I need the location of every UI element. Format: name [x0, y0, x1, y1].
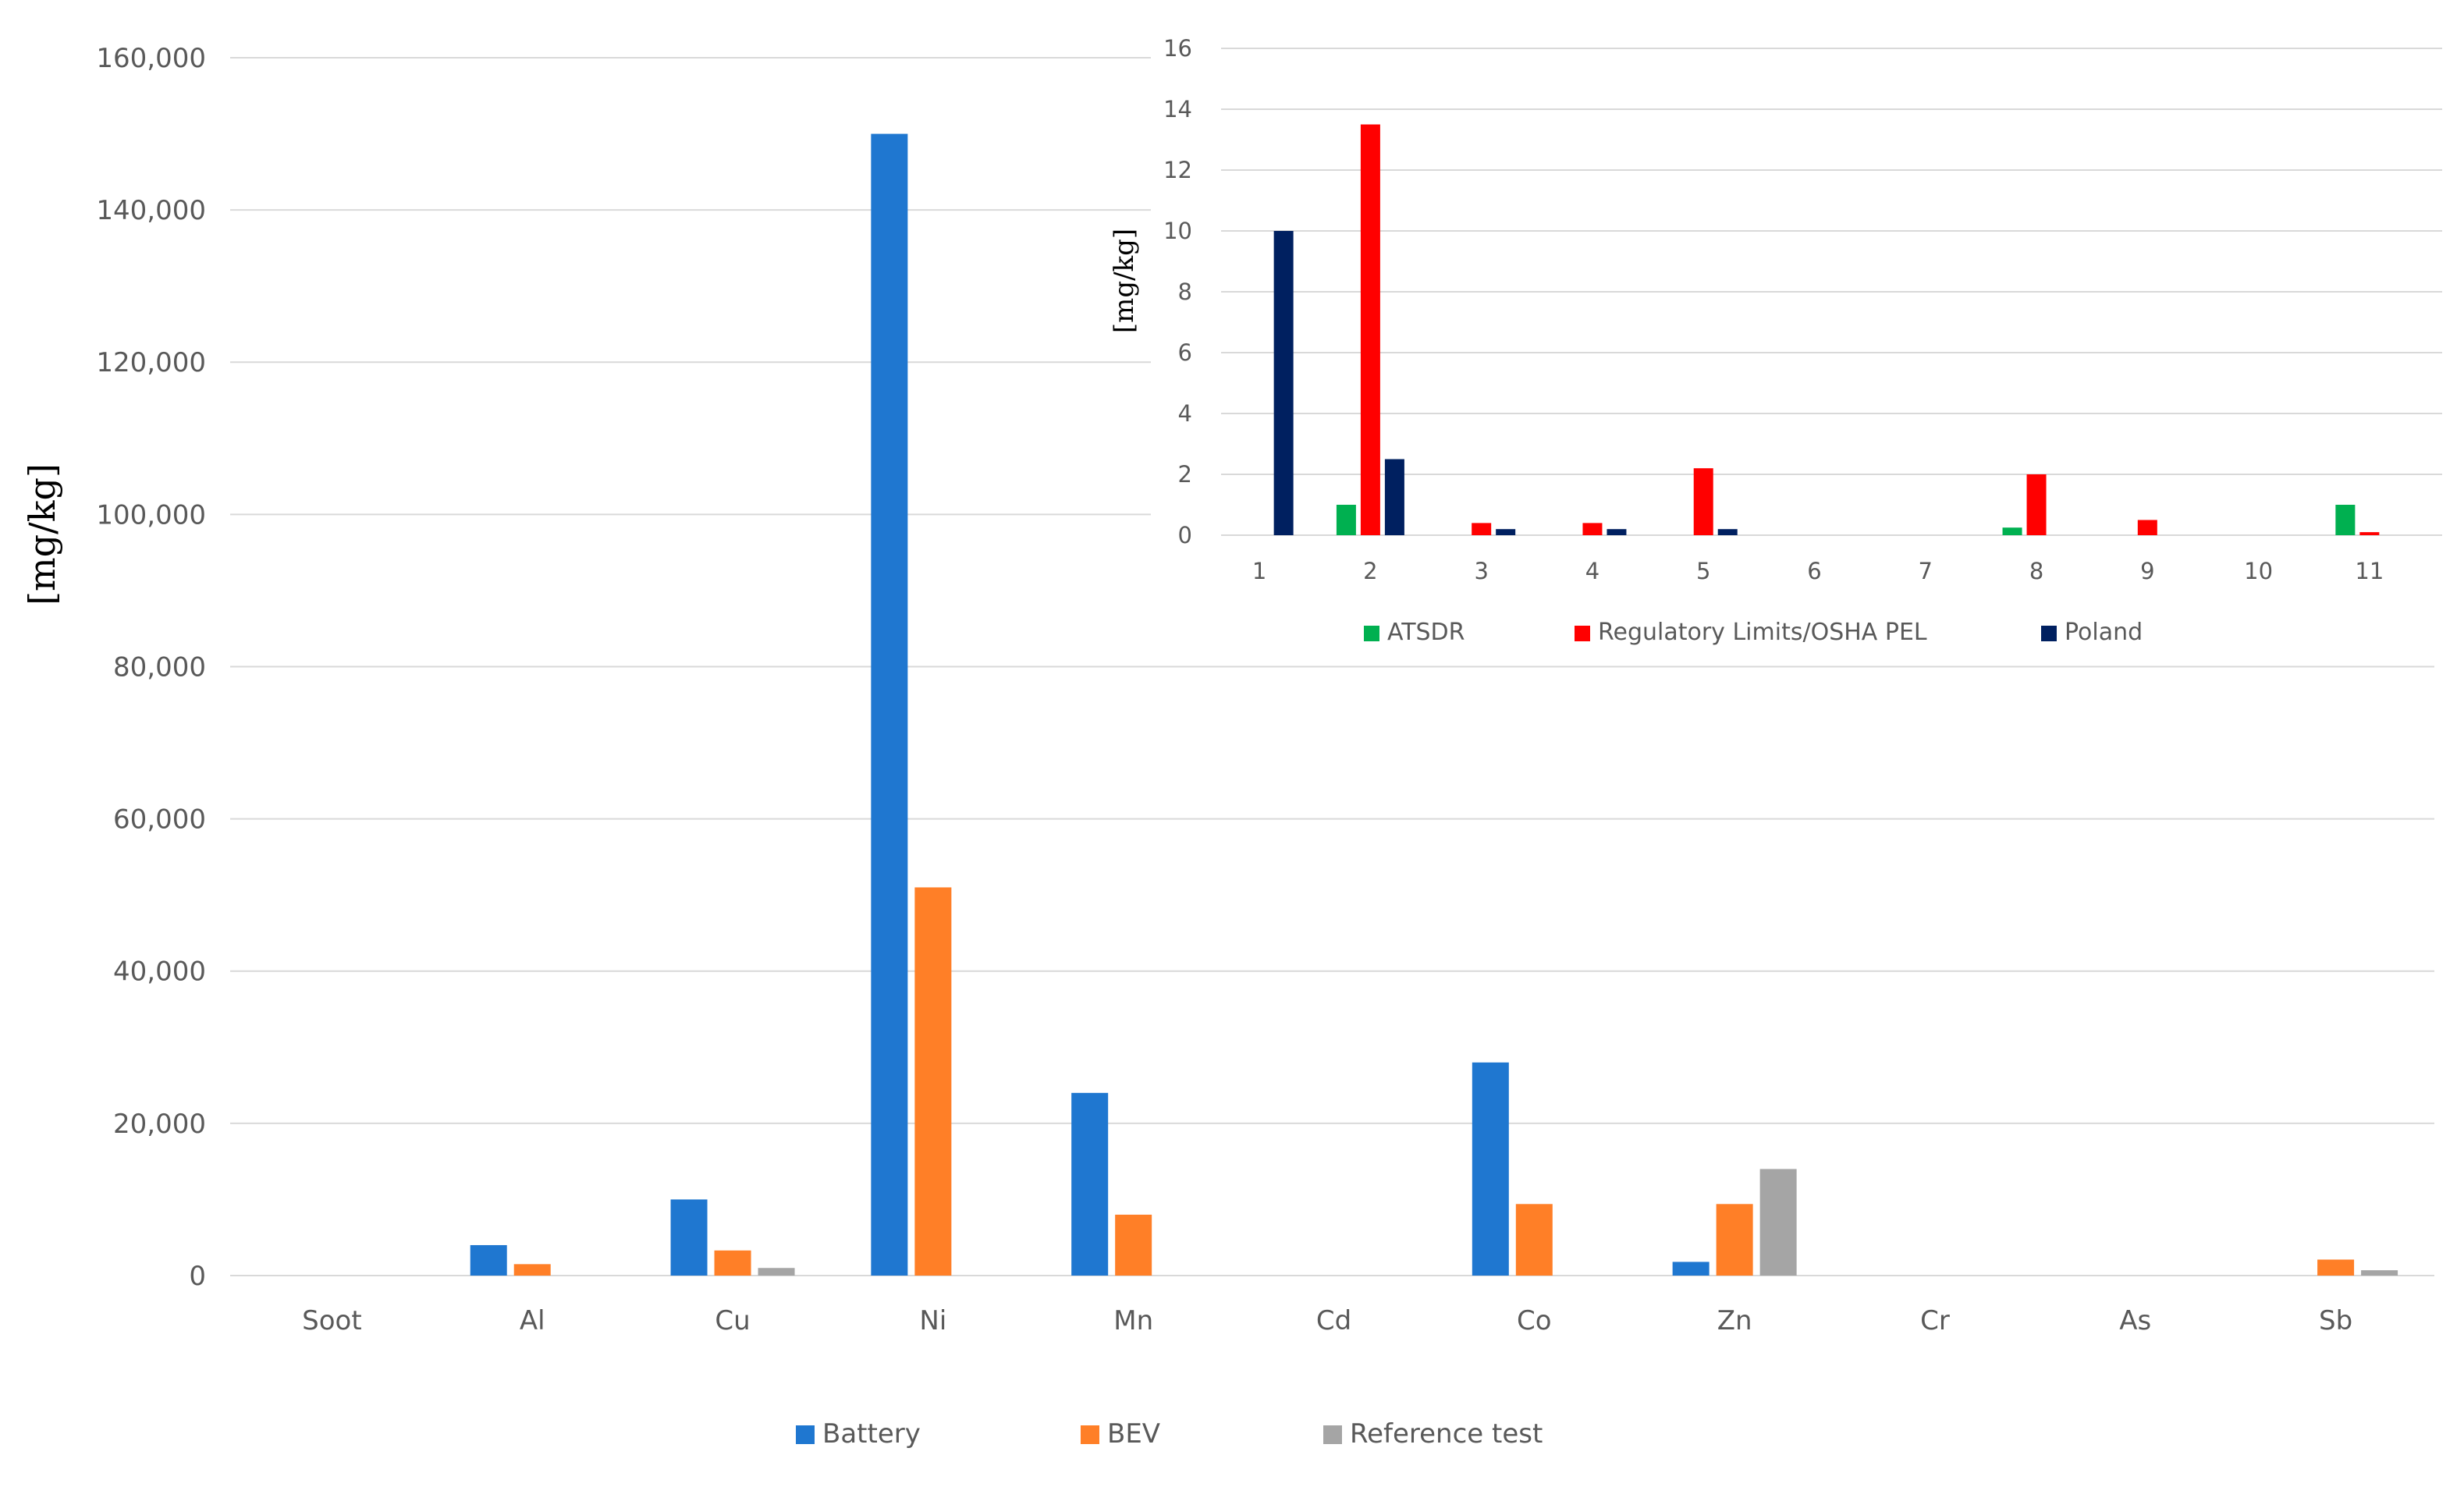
inset-x-tick-labels: 1 2 3 4 5 6 7 8 9 10 11 — [1252, 558, 2384, 584]
main-bar-battery — [470, 1244, 507, 1276]
main-x-tick-label: Ni — [919, 1305, 946, 1336]
inset-y-tick-label: 12 — [1163, 157, 1192, 183]
main-x-tick-label: Co — [1517, 1305, 1552, 1336]
inset-bar-poland — [1717, 529, 1738, 535]
main-y-tick-label: 120,000 — [96, 347, 206, 378]
inset-bars — [1273, 124, 2380, 535]
inset-y-axis-label: [mg/kg] — [1109, 229, 1140, 333]
inset-x-tick-label: 11 — [2355, 558, 2384, 584]
inset-y-tick-label: 8 — [1178, 279, 1192, 305]
main-bar-battery — [1472, 1062, 1509, 1276]
main-bar-battery — [670, 1199, 708, 1276]
inset-y-tick-label: 6 — [1178, 339, 1192, 366]
inset-x-tick-label: 3 — [1474, 558, 1488, 584]
main-bar-reference-test — [2361, 1270, 2398, 1276]
main-bars — [470, 133, 2398, 1276]
main-y-tick-label: 100,000 — [96, 499, 206, 531]
main-y-axis-label: [mg/kg] — [21, 463, 63, 605]
main-bar-reference-test — [758, 1268, 795, 1276]
main-y-tick-label: 140,000 — [96, 195, 206, 226]
main-x-tick-label: As — [2119, 1305, 2151, 1336]
inset-x-tick-label: 6 — [1807, 558, 1821, 584]
inset-legend-swatch — [2041, 626, 2057, 641]
inset-legend-label: ATSDR — [1387, 619, 1465, 646]
inset-y-tick-label: 2 — [1178, 461, 1192, 488]
main-y-tick-label: 20,000 — [113, 1109, 206, 1140]
main-bar-bev — [1716, 1204, 1753, 1276]
inset-y-tick-label: 0 — [1178, 522, 1192, 548]
inset-y-tick-label: 14 — [1163, 96, 1192, 122]
main-bar-bev — [1115, 1214, 1152, 1276]
inset-bar-regulatory-limits-osha-pel — [2026, 474, 2047, 535]
main-x-tick-label: Al — [520, 1305, 545, 1336]
inset-y-tick-label: 16 — [1163, 35, 1192, 62]
inset-legend-label: Poland — [2065, 619, 2143, 646]
main-y-tick-labels: 0 20,000 40,000 60,000 80,000 100,000 120,000 1… — [96, 43, 206, 1292]
main-bar-bev — [2317, 1259, 2355, 1276]
inset-legend-label: Regulatory Limits/OSHA PEL — [1598, 619, 1927, 646]
main-y-tick-label: 60,000 — [113, 804, 206, 836]
inset-x-tick-label: 2 — [1363, 558, 1377, 584]
main-x-tick-label: Sb — [2319, 1305, 2352, 1336]
inset-x-tick-label: 7 — [1919, 558, 1933, 584]
inset-bar-regulatory-limits-osha-pel — [2359, 532, 2380, 535]
inset-x-tick-label: 4 — [1585, 558, 1599, 584]
inset-bar-poland — [1384, 459, 1404, 535]
inset-gridlines — [1221, 48, 2442, 536]
main-bar-battery — [871, 133, 908, 1276]
main-x-tick-label: Zn — [1717, 1305, 1752, 1336]
main-legend-swatch — [1081, 1425, 1099, 1444]
inset-bar-regulatory-limits-osha-pel — [1360, 124, 1380, 535]
inset-y-tick-label: 4 — [1178, 400, 1192, 427]
main-bar-bev — [1515, 1204, 1553, 1276]
inset-bar-regulatory-limits-osha-pel — [1693, 468, 1713, 535]
main-x-tick-labels: Soot Al Cu Ni Mn Cd Co Zn Cr As Sb — [302, 1305, 2352, 1336]
main-bar-reference-test — [1759, 1169, 1797, 1276]
inset-bar-regulatory-limits-osha-pel — [2137, 520, 2157, 535]
inset-bar-regulatory-limits-osha-pel — [1582, 523, 1603, 535]
inset-x-tick-label: 8 — [2029, 558, 2043, 584]
main-bar-bev — [914, 887, 952, 1276]
main-legend-label: Reference test — [1350, 1418, 1543, 1450]
inset-bar-poland — [1496, 529, 1516, 535]
inset-bar-poland — [1607, 529, 1627, 535]
main-y-tick-label: 0 — [189, 1261, 206, 1292]
inset-x-tick-label: 10 — [2244, 558, 2273, 584]
inset-legend: ATSDR Regulatory Limits/OSHA PEL Poland — [1364, 619, 2143, 646]
main-bar-bev — [714, 1250, 751, 1276]
main-legend-swatch — [796, 1425, 815, 1444]
main-legend: Battery BEV Reference test — [796, 1418, 1543, 1450]
inset-legend-swatch — [1575, 626, 1590, 641]
main-y-tick-label: 160,000 — [96, 43, 206, 74]
inset-y-tick-label: 10 — [1163, 218, 1192, 244]
main-x-tick-label: Mn — [1113, 1305, 1153, 1336]
main-y-tick-label: 80,000 — [113, 651, 206, 683]
main-x-tick-label: Cr — [1920, 1305, 1950, 1336]
inset-bar-regulatory-limits-osha-pel — [1472, 523, 1492, 535]
main-chart: 0 20,000 40,000 60,000 80,000 100,000 120,000 1… — [21, 43, 2434, 1450]
inset-legend-swatch — [1364, 626, 1379, 641]
main-bar-battery — [1071, 1092, 1109, 1276]
main-x-tick-label: Soot — [302, 1305, 362, 1336]
inset-bar-atsdr — [2002, 527, 2022, 535]
main-legend-label: Battery — [822, 1418, 921, 1450]
inset-bar-atsdr — [2335, 505, 2356, 535]
main-x-tick-label: Cd — [1316, 1305, 1351, 1336]
main-legend-label: BEV — [1107, 1418, 1160, 1450]
main-bar-battery — [1672, 1262, 1710, 1276]
inset-bar-atsdr — [1336, 505, 1356, 535]
inset-x-tick-label: 5 — [1696, 558, 1710, 584]
main-y-tick-label: 40,000 — [113, 956, 206, 988]
main-legend-swatch — [1323, 1425, 1342, 1444]
inset-x-tick-label: 9 — [2140, 558, 2154, 584]
main-x-tick-label: Cu — [715, 1305, 750, 1336]
inset-bar-poland — [1273, 231, 1294, 535]
inset-x-tick-label: 1 — [1252, 558, 1266, 584]
inset-y-tick-labels: 0 2 4 6 8 10 12 14 16 — [1163, 35, 1192, 548]
main-bar-bev — [513, 1264, 551, 1276]
